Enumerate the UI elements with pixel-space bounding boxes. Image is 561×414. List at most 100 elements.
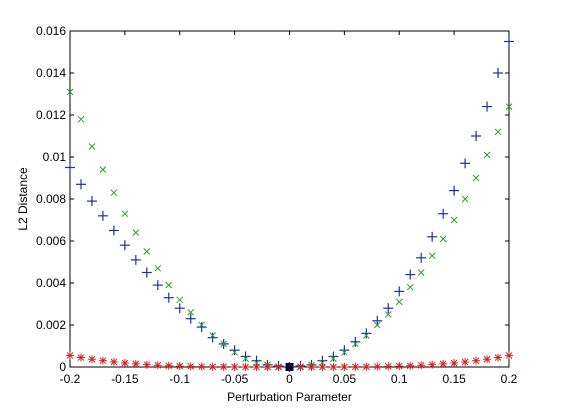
x-tick-label: 0.2 xyxy=(501,372,518,386)
data-point-star-5 xyxy=(120,359,129,368)
data-point-cross-16 xyxy=(242,355,249,362)
data-point-star-13 xyxy=(208,362,217,371)
data-point-cross-1 xyxy=(77,115,85,123)
data-point-star-22 xyxy=(307,363,316,371)
data-point-plus-26 xyxy=(350,336,361,347)
data-point-star-0 xyxy=(66,351,74,360)
data-point-plus-39 xyxy=(493,68,504,78)
y-axis-label: L2 Distance xyxy=(16,167,30,231)
data-point-plus-6 xyxy=(130,254,141,265)
data-point-star-23 xyxy=(318,363,327,371)
data-point-star-8 xyxy=(153,361,162,370)
data-point-cross-12 xyxy=(198,321,206,329)
data-point-plus-32 xyxy=(416,252,427,263)
data-point-cross-7 xyxy=(143,248,151,255)
data-point-plus-34 xyxy=(438,208,449,219)
data-point-star-17 xyxy=(252,363,261,371)
data-point-star-26 xyxy=(351,362,360,371)
y-tick-label: 0 xyxy=(59,360,66,374)
data-point-plus-10 xyxy=(174,303,185,314)
data-point-star-6 xyxy=(131,359,140,368)
y-tick-label: 0.006 xyxy=(36,234,66,248)
data-point-star-31 xyxy=(406,361,415,370)
data-point-cross-11 xyxy=(187,309,195,316)
data-point-plus-12 xyxy=(196,322,207,333)
data-point-plus-9 xyxy=(163,292,174,303)
data-point-cross-2 xyxy=(88,143,96,150)
data-point-cross-25 xyxy=(341,348,348,356)
data-point-cross-4 xyxy=(110,189,118,197)
axis-ticks: -0.2 -0.15 -0.1 -0.05 0 0.05 0.1 0.15 0.2 0 0.002 0… xyxy=(36,24,518,386)
data-point-star-4 xyxy=(109,357,118,366)
data-point-star-33 xyxy=(428,360,437,369)
data-point-star-37 xyxy=(472,356,481,365)
data-point-cross-37 xyxy=(472,174,480,182)
data-point-cross-9 xyxy=(165,281,173,289)
x-tick-label: 0.15 xyxy=(442,372,466,386)
data-point-star-18 xyxy=(263,363,272,371)
data-point-plus-25 xyxy=(339,345,350,356)
data-point-plus-1 xyxy=(75,179,86,190)
data-point-star-25 xyxy=(340,363,349,371)
data-point-plus-28 xyxy=(372,315,383,326)
data-point-plus-5 xyxy=(119,240,130,251)
data-point-cross-5 xyxy=(121,210,129,218)
data-point-star-40 xyxy=(505,351,513,360)
data-point-cross-15 xyxy=(231,348,238,356)
data-point-plus-35 xyxy=(449,185,460,196)
data-point-cross-13 xyxy=(209,332,217,339)
data-point-plus-0 xyxy=(65,162,75,173)
data-point-star-14 xyxy=(219,362,228,371)
y-tick-label: 0.01 xyxy=(43,150,67,164)
data-point-star-19 xyxy=(274,363,283,371)
data-point-cross-3 xyxy=(99,166,107,173)
data-point-cross-0 xyxy=(66,88,74,96)
data-point-plus-38 xyxy=(482,101,493,112)
data-point-star-16 xyxy=(241,363,250,371)
x-axis-label: Perturbation Parameter xyxy=(227,390,352,404)
data-point-cross-6 xyxy=(132,229,140,236)
y-tick-label: 0.002 xyxy=(36,318,66,332)
data-point-star-29 xyxy=(384,362,393,371)
data-point-star-28 xyxy=(373,362,382,371)
data-point-plus-13 xyxy=(207,332,218,343)
data-point-star-7 xyxy=(142,360,151,369)
data-point-cross-36 xyxy=(461,195,469,203)
data-point-cross-27 xyxy=(362,332,370,339)
x-tick-label: -0.05 xyxy=(221,372,249,386)
data-point-plus-29 xyxy=(383,303,394,314)
x-tick-label: 0.05 xyxy=(333,372,357,386)
data-point-plus-2 xyxy=(86,196,97,207)
plot-area xyxy=(69,30,510,368)
data-point-plus-4 xyxy=(108,225,119,236)
data-point-cross-10 xyxy=(176,296,184,304)
data-point-star-38 xyxy=(483,355,492,364)
data-point-star-15 xyxy=(230,363,239,371)
data-marks xyxy=(65,36,514,372)
data-point-cross-34 xyxy=(439,235,447,243)
data-point-star-9 xyxy=(164,361,173,370)
data-point-cross-14 xyxy=(220,340,228,348)
data-point-star-12 xyxy=(197,362,206,371)
data-point-plus-11 xyxy=(185,313,196,324)
data-point-star-11 xyxy=(186,362,195,371)
data-point-square-0 xyxy=(285,363,294,371)
data-point-star-10 xyxy=(175,362,184,371)
data-point-plus-7 xyxy=(141,267,152,278)
data-point-star-32 xyxy=(417,361,426,370)
x-tick-label: -0.2 xyxy=(60,372,81,386)
x-tick-label: -0.15 xyxy=(111,372,139,386)
data-point-star-39 xyxy=(494,353,503,362)
data-point-cross-24 xyxy=(330,355,337,362)
data-point-plus-33 xyxy=(427,231,438,242)
data-point-star-24 xyxy=(329,363,338,371)
data-point-cross-38 xyxy=(483,151,491,159)
data-point-cross-40 xyxy=(505,103,513,110)
data-point-star-2 xyxy=(87,355,96,364)
x-tick-label: -0.1 xyxy=(169,372,190,386)
data-point-star-35 xyxy=(450,359,459,368)
data-point-plus-27 xyxy=(361,328,372,339)
data-point-cross-35 xyxy=(450,216,458,224)
